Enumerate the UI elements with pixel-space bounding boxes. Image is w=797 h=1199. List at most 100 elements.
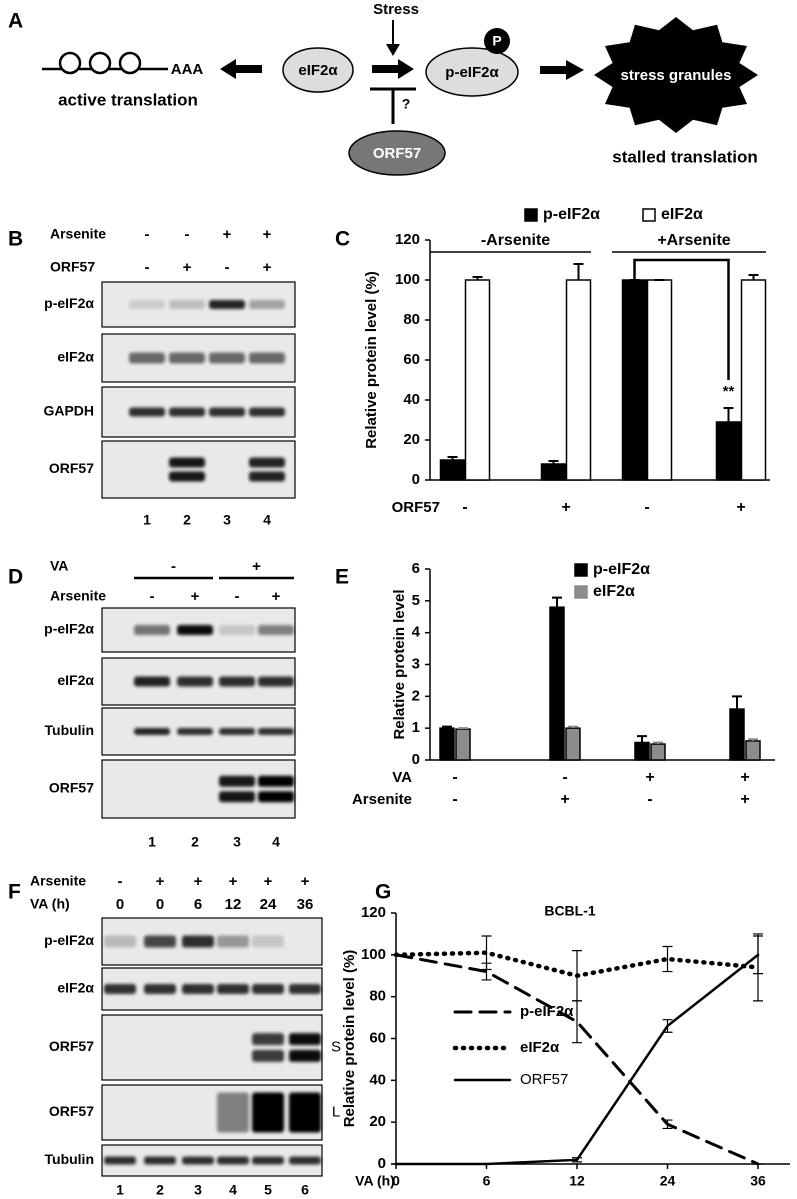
blot-label: Tubulin	[45, 1151, 95, 1167]
error-bar	[753, 935, 763, 975]
group-label: -Arsenite	[481, 232, 550, 249]
lane-number: 2	[191, 834, 199, 850]
legend-label: ORF57	[520, 1071, 568, 1088]
condition-sign: -	[225, 259, 230, 276]
condition-sign: -	[145, 259, 150, 276]
band	[217, 984, 249, 994]
node-label: eIF2α	[298, 62, 338, 79]
row-label: Arsenite	[50, 588, 106, 604]
bar	[540, 463, 567, 481]
band	[169, 352, 205, 364]
error-bar	[447, 456, 458, 460]
error-bar	[637, 735, 647, 743]
condition-sign: +	[272, 588, 281, 605]
y-tick-label: 0	[412, 751, 420, 768]
blot-panel	[101, 1014, 323, 1081]
y-tick-label: 40	[403, 391, 420, 408]
condition-sign: +	[263, 259, 272, 276]
bar	[439, 727, 455, 761]
band	[182, 984, 214, 994]
lane-number: 4	[263, 512, 271, 528]
line	[394, 953, 760, 1166]
significance-bracket	[633, 258, 730, 380]
lane-number: 1	[116, 1182, 124, 1198]
blot-label: Tubulin	[45, 722, 95, 738]
band	[252, 935, 284, 948]
arrow-head	[386, 44, 400, 56]
legend-label: eIF2α	[593, 583, 635, 600]
blot-tag: L	[332, 1103, 340, 1120]
condition-sign: -	[145, 226, 150, 243]
question-mark: ?	[402, 96, 411, 112]
y-axis-label: Relative protein level (%)	[363, 271, 380, 449]
lane-number: 4	[229, 1182, 237, 1198]
error-bar	[748, 274, 759, 280]
band	[289, 1033, 321, 1046]
band	[252, 1092, 284, 1133]
panel-label: A	[8, 10, 23, 33]
x-tick-label: 0	[392, 1173, 400, 1189]
band	[249, 300, 285, 309]
panel-label: D	[8, 566, 23, 589]
condition-sign: 6	[194, 896, 202, 913]
band	[252, 1049, 284, 1062]
y-tick-label: 20	[369, 1113, 386, 1130]
condition-sign: +	[301, 873, 310, 890]
condition-sign: -	[462, 499, 467, 516]
error-bar	[458, 727, 468, 730]
condition-sign: +	[740, 769, 749, 786]
band	[249, 352, 285, 364]
blot-label: ORF57	[49, 780, 94, 796]
error-bar	[723, 407, 734, 422]
band	[134, 625, 170, 635]
band	[217, 935, 249, 948]
band	[252, 984, 284, 994]
bar	[634, 741, 650, 761]
band	[252, 1033, 284, 1046]
orf57-node	[348, 130, 446, 176]
condition-sign: 36	[297, 896, 314, 913]
error-bar	[572, 1157, 582, 1163]
bar	[621, 279, 648, 481]
node-label: p-eIF2α	[445, 64, 499, 81]
error-bar	[572, 950, 582, 1002]
band	[182, 1156, 214, 1165]
condition-sign: 12	[225, 896, 242, 913]
panel-label: B	[8, 228, 23, 251]
condition-sign: -	[644, 499, 649, 516]
chart-title: BCBL-1	[544, 903, 596, 919]
band	[219, 625, 255, 635]
bar	[745, 740, 761, 761]
condition-sign: +	[560, 791, 569, 808]
condition-sign: +	[736, 499, 745, 516]
condition-sign: -	[562, 769, 567, 786]
band	[219, 791, 255, 803]
row-label: VA (h)	[30, 896, 70, 912]
y-tick-label: 60	[403, 351, 420, 368]
significance-label: **	[723, 383, 735, 400]
row-label: ORF57	[50, 259, 95, 275]
band	[177, 625, 213, 635]
condition-sign: 0	[116, 896, 124, 913]
y-tick-label: 120	[395, 231, 420, 248]
band	[289, 1049, 321, 1062]
bar	[565, 279, 592, 481]
bar	[715, 421, 742, 481]
band	[144, 935, 176, 948]
band	[169, 471, 205, 482]
y-tick-label: 80	[369, 988, 386, 1005]
error-bar	[568, 725, 578, 729]
band	[144, 1156, 176, 1165]
lane-number: 6	[301, 1182, 309, 1198]
band	[144, 984, 176, 994]
y-tick-label: 2	[412, 687, 420, 704]
phospho-label: P	[492, 33, 501, 49]
band	[289, 1092, 321, 1133]
error-bar	[653, 741, 663, 745]
condition-sign: -	[150, 588, 155, 605]
condition-sign: +	[264, 873, 273, 890]
blot-label: eIF2α	[57, 980, 94, 996]
band	[177, 728, 213, 735]
blot-label: p-eIF2α	[44, 295, 94, 311]
blot-label: ORF57	[49, 1103, 94, 1119]
